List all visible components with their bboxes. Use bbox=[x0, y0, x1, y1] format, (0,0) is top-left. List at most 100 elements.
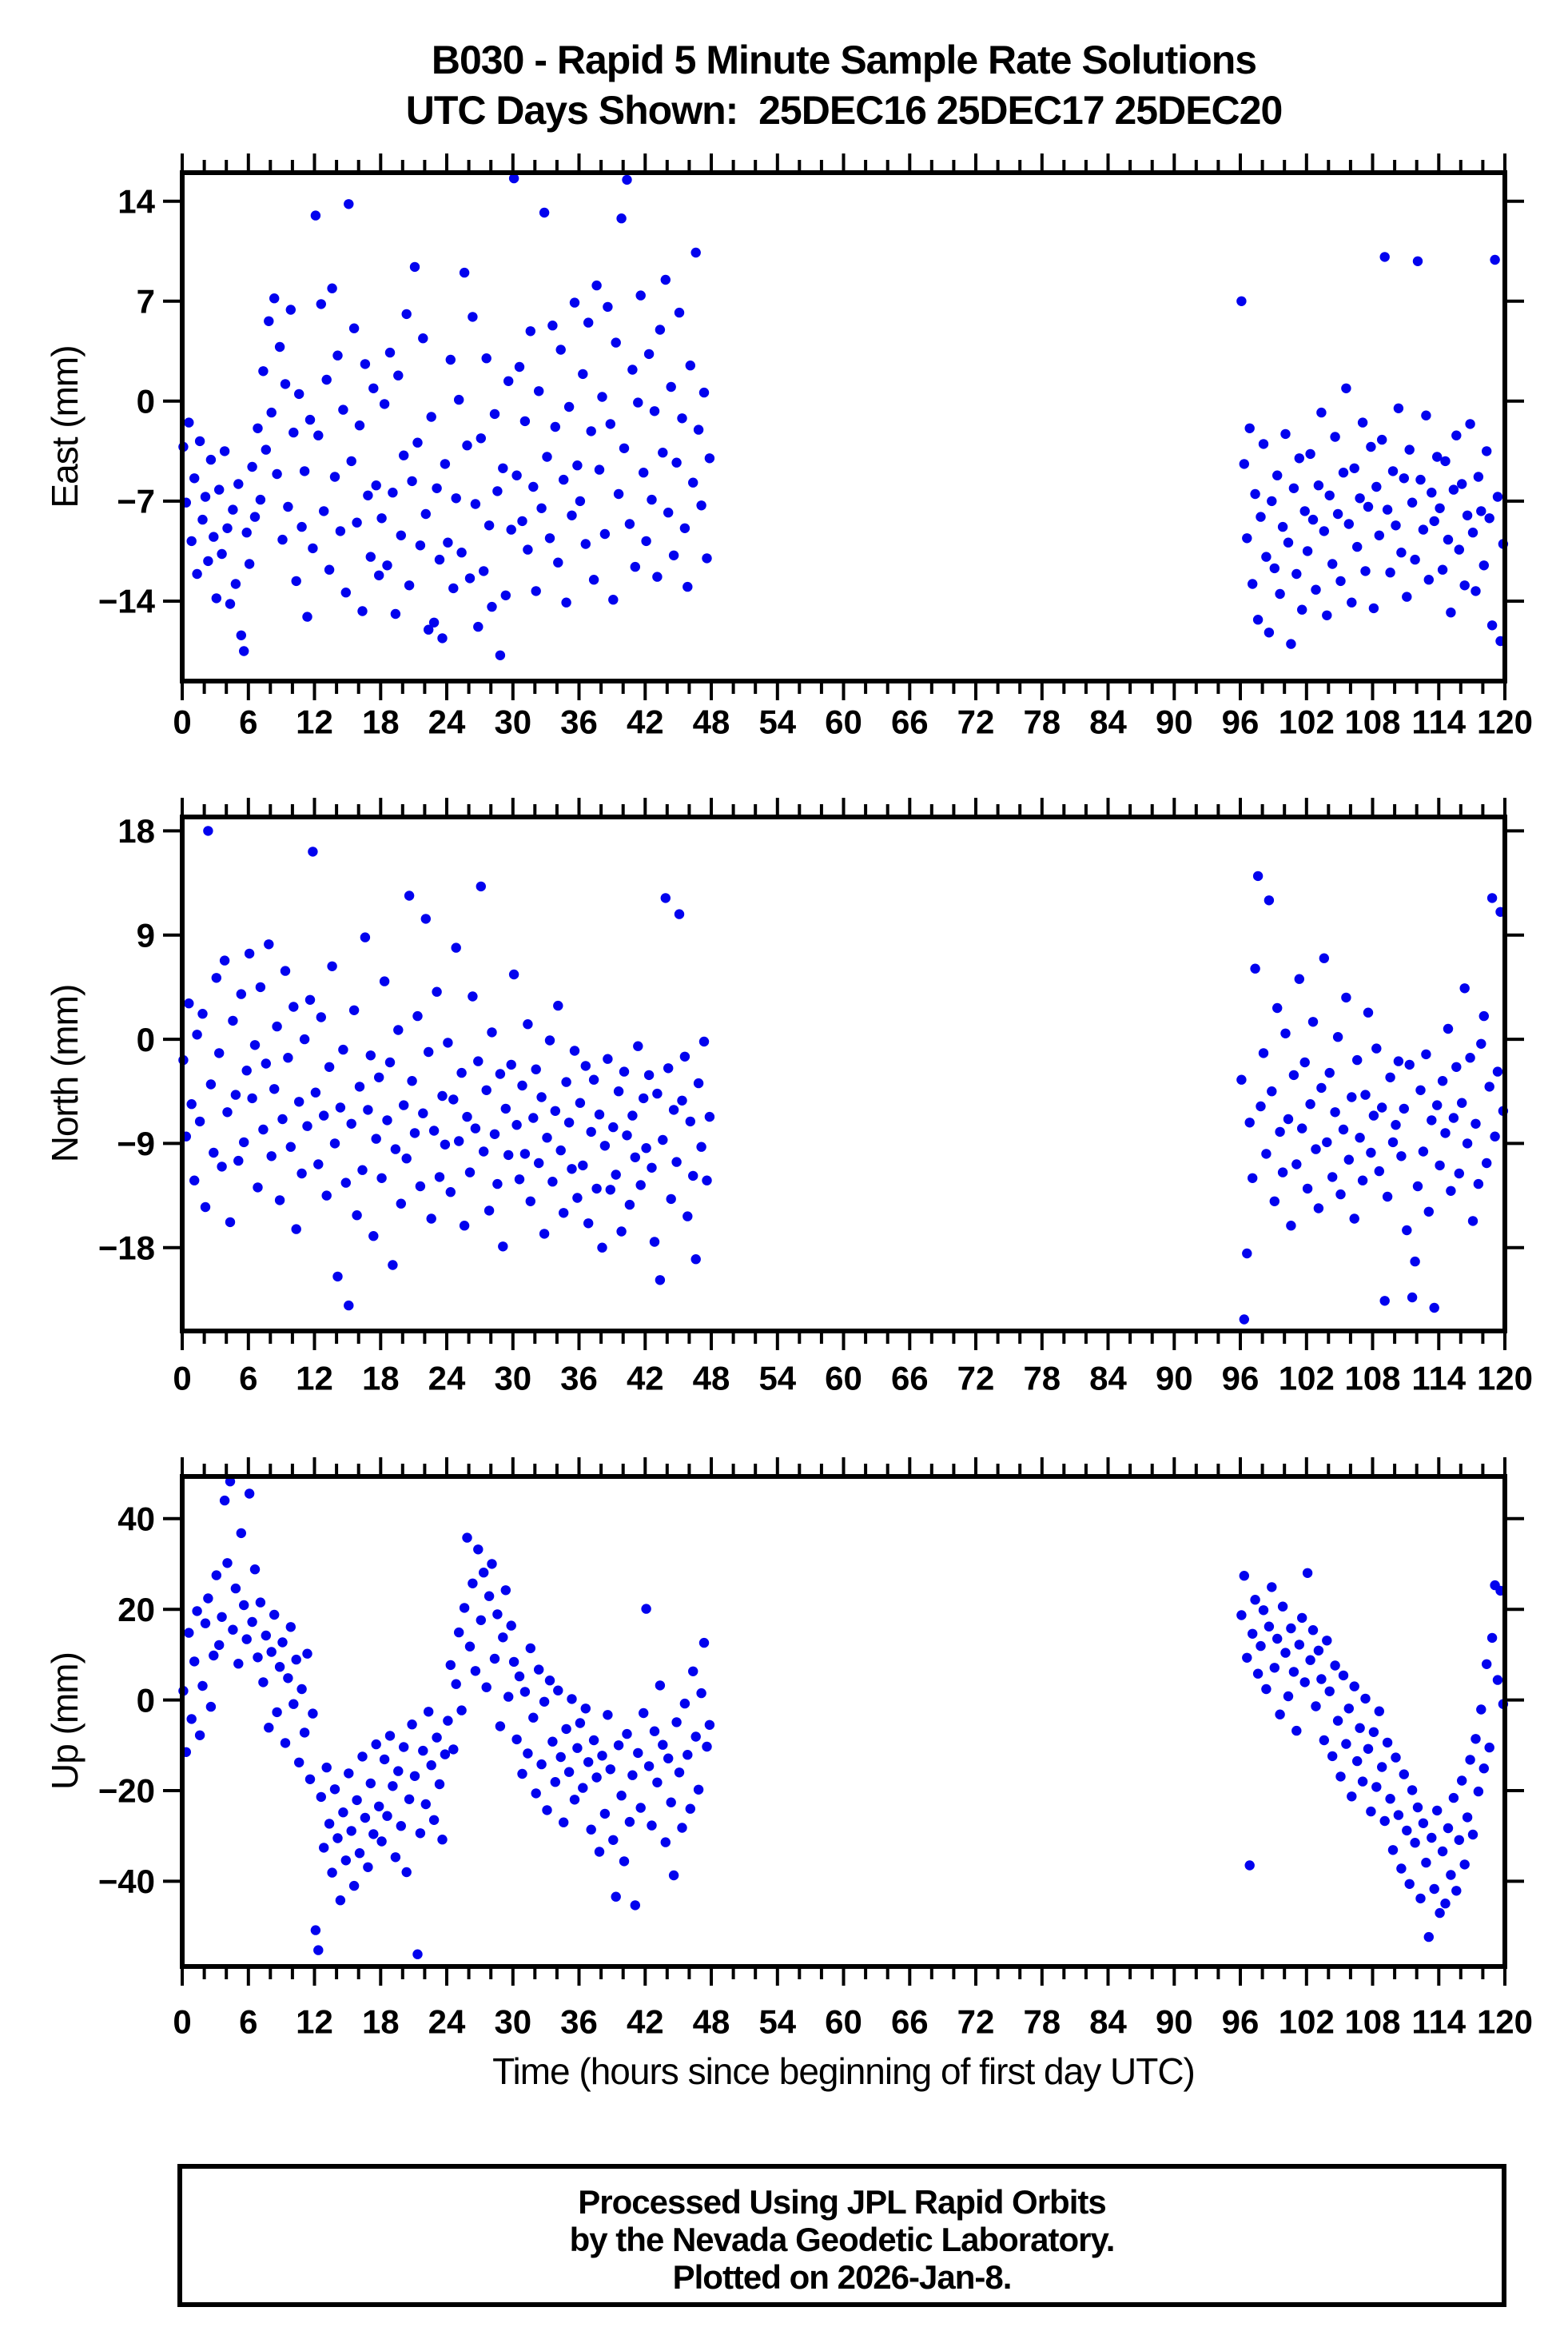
data-point bbox=[1280, 1648, 1291, 1658]
data-point bbox=[1446, 1185, 1456, 1197]
data-point bbox=[428, 617, 440, 628]
data-point bbox=[1286, 1623, 1296, 1634]
data-point bbox=[663, 1063, 674, 1074]
data-point bbox=[611, 1891, 621, 1902]
data-point bbox=[668, 1105, 679, 1115]
data-point bbox=[310, 210, 321, 221]
x-tick-label: 54 bbox=[758, 703, 796, 741]
x-tick-label: 60 bbox=[825, 2003, 862, 2041]
data-point bbox=[228, 504, 238, 515]
data-point bbox=[580, 539, 591, 549]
data-point bbox=[468, 312, 478, 322]
data-point bbox=[1432, 452, 1443, 462]
data-point bbox=[597, 1751, 607, 1761]
data-point bbox=[674, 1767, 685, 1778]
data-point bbox=[258, 366, 269, 377]
data-point bbox=[1467, 1829, 1478, 1840]
data-point bbox=[304, 1774, 316, 1784]
data-point bbox=[321, 1190, 332, 1201]
x-tick-label: 36 bbox=[560, 703, 598, 741]
data-point bbox=[1352, 541, 1363, 552]
data-point bbox=[702, 553, 712, 564]
data-point bbox=[624, 519, 635, 529]
data-point bbox=[506, 1059, 516, 1070]
data-point bbox=[464, 573, 476, 584]
x-tick-label: 120 bbox=[1477, 2003, 1533, 2041]
data-point bbox=[635, 1803, 646, 1813]
data-point bbox=[683, 1211, 693, 1221]
data-point bbox=[479, 1568, 489, 1578]
data-point bbox=[1267, 1582, 1277, 1592]
data-point bbox=[1258, 1048, 1269, 1058]
data-point bbox=[1459, 983, 1470, 994]
data-point bbox=[569, 297, 580, 308]
data-point bbox=[671, 457, 682, 468]
data-point bbox=[274, 341, 285, 353]
data-point bbox=[1258, 1605, 1269, 1616]
data-point bbox=[1360, 566, 1371, 576]
data-point bbox=[1407, 1785, 1418, 1795]
x-tick-label: 102 bbox=[1279, 2003, 1335, 2041]
data-point bbox=[371, 1134, 381, 1144]
data-point bbox=[445, 1660, 456, 1671]
data-point bbox=[1242, 1248, 1252, 1259]
y-tick-label: −7 bbox=[117, 483, 155, 520]
x-tick-label: 66 bbox=[891, 1360, 929, 1397]
data-point bbox=[547, 1177, 558, 1187]
data-point bbox=[1311, 1144, 1321, 1154]
data-point bbox=[404, 580, 415, 591]
data-point bbox=[567, 1694, 577, 1704]
data-point bbox=[1385, 1794, 1395, 1804]
data-point bbox=[542, 1805, 552, 1815]
data-point bbox=[404, 1794, 415, 1804]
data-point bbox=[357, 606, 368, 616]
data-point bbox=[666, 381, 676, 392]
data-point bbox=[555, 1145, 566, 1156]
data-point bbox=[233, 1659, 244, 1669]
data-point bbox=[313, 1159, 324, 1170]
data-point bbox=[1286, 639, 1296, 649]
data-point bbox=[696, 1142, 706, 1152]
data-point bbox=[1248, 579, 1258, 589]
data-point bbox=[1277, 1601, 1288, 1612]
data-point bbox=[561, 597, 571, 608]
data-point bbox=[253, 1652, 263, 1663]
data-point bbox=[451, 493, 461, 504]
data-point bbox=[1299, 1057, 1310, 1068]
data-point bbox=[354, 420, 365, 431]
data-point bbox=[186, 1099, 197, 1110]
data-point bbox=[1307, 1017, 1319, 1027]
data-point bbox=[376, 513, 387, 524]
data-point bbox=[332, 1833, 343, 1843]
data-point bbox=[1448, 1792, 1459, 1803]
data-point bbox=[222, 523, 233, 533]
data-point bbox=[338, 404, 348, 415]
data-point bbox=[1250, 1595, 1260, 1605]
data-point bbox=[258, 1677, 269, 1688]
data-point bbox=[294, 1757, 304, 1767]
data-point bbox=[399, 1100, 409, 1110]
x-tick-label: 114 bbox=[1411, 703, 1466, 741]
data-point bbox=[236, 989, 246, 999]
data-point bbox=[258, 1124, 269, 1135]
data-point bbox=[396, 530, 406, 540]
data-point bbox=[1297, 1123, 1307, 1134]
data-point bbox=[1341, 383, 1351, 393]
data-point bbox=[253, 1182, 263, 1193]
data-point bbox=[1418, 1146, 1429, 1157]
x-tick-label: 72 bbox=[957, 1360, 995, 1397]
data-point bbox=[1484, 1082, 1494, 1092]
data-point bbox=[344, 1300, 354, 1311]
data-point bbox=[1299, 1677, 1310, 1688]
data-point bbox=[539, 1229, 550, 1239]
data-point bbox=[1275, 1126, 1285, 1138]
data-point bbox=[1440, 1899, 1451, 1909]
data-point bbox=[203, 826, 213, 836]
data-point bbox=[393, 370, 404, 381]
data-point bbox=[365, 1050, 376, 1061]
data-point bbox=[481, 1085, 491, 1096]
data-point bbox=[365, 552, 376, 562]
data-point bbox=[1338, 468, 1349, 478]
data-point bbox=[454, 394, 464, 405]
data-point bbox=[225, 1217, 236, 1228]
